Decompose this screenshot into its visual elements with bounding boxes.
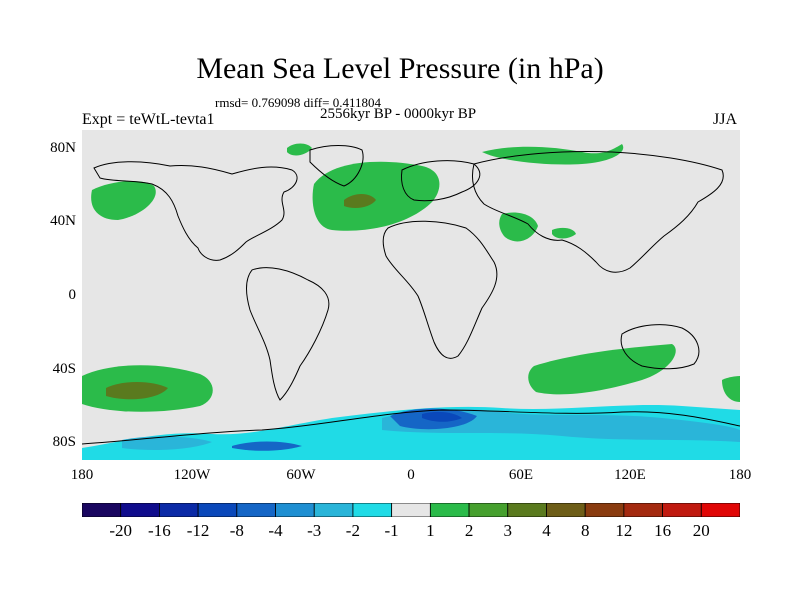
lat-label-80n: 80N bbox=[50, 140, 76, 156]
lon-label-120e: 120E bbox=[614, 467, 646, 483]
colorbar-label: 2 bbox=[464, 521, 474, 540]
stats-subtitle: rmsd= 0.769098 diff= 0.411804 bbox=[215, 95, 381, 110]
coastlines bbox=[82, 145, 740, 445]
colorbar-label: -1 bbox=[384, 521, 399, 540]
colorbar-label: 12 bbox=[615, 521, 633, 540]
colorbar-label: 3 bbox=[503, 521, 513, 540]
experiment-label: Expt = teWtL-tevta1 bbox=[82, 111, 215, 128]
colorbar-label: -12 bbox=[186, 521, 210, 540]
lat-label-40n: 40N bbox=[50, 213, 76, 229]
colorbar-cell bbox=[662, 503, 702, 517]
field-arctic-green bbox=[287, 143, 312, 156]
colorbar-cell bbox=[429, 503, 470, 517]
colorbar-label: -16 bbox=[148, 521, 171, 540]
lat-label-80s: 80S bbox=[52, 434, 76, 450]
colorbar-label: 16 bbox=[654, 521, 672, 540]
colorbar-cell bbox=[391, 503, 431, 517]
coast-greenland bbox=[309, 145, 364, 187]
lat-label-40s: 40S bbox=[52, 361, 76, 377]
colorbar-label: 20 bbox=[692, 521, 710, 540]
field-south-pacific-olive bbox=[106, 382, 168, 400]
field-arabia-green bbox=[499, 212, 538, 242]
pressure-anomaly-fields bbox=[82, 143, 740, 460]
colorbar-cell bbox=[159, 503, 199, 517]
field-amundsen-lightblue bbox=[122, 436, 212, 450]
colorbar-cell bbox=[546, 503, 586, 517]
colorbar bbox=[82, 503, 740, 517]
lon-label-60w: 60W bbox=[286, 467, 316, 483]
coast-south-america bbox=[246, 267, 330, 401]
colorbar-label: -8 bbox=[229, 521, 244, 540]
lon-label-0: 0 bbox=[407, 467, 415, 483]
field-north-atlantic-green bbox=[312, 161, 440, 231]
colorbar-label: 1 bbox=[426, 521, 435, 540]
field-asia-green bbox=[552, 227, 576, 239]
world-map bbox=[82, 130, 740, 460]
colorbar-cell bbox=[623, 503, 663, 517]
coast-australia bbox=[620, 324, 700, 370]
field-north-pacific-green bbox=[91, 181, 156, 220]
colorbar-cell bbox=[313, 503, 354, 517]
field-north-atlantic-olive bbox=[344, 194, 376, 208]
lon-label-120w: 120W bbox=[173, 467, 211, 483]
colorbar-label: -3 bbox=[307, 521, 322, 540]
lon-label-60e: 60E bbox=[508, 467, 534, 483]
lon-label-180e: 180 bbox=[728, 467, 752, 483]
lon-label-180w: 180 bbox=[70, 467, 94, 483]
coast-europe bbox=[401, 160, 481, 202]
colorbar-cell bbox=[468, 503, 509, 517]
colorbar-label: 8 bbox=[580, 521, 590, 540]
colorbar-label: -4 bbox=[268, 521, 283, 540]
coast-africa bbox=[382, 220, 498, 359]
colorbar-cell bbox=[236, 503, 276, 517]
coast-north-america bbox=[93, 161, 298, 261]
field-ross-midblue bbox=[232, 441, 302, 451]
field-south-atlantic-green bbox=[722, 376, 740, 402]
colorbar-label: 4 bbox=[542, 521, 551, 540]
colorbar-cell bbox=[352, 503, 393, 517]
colorbar-label: -20 bbox=[109, 521, 133, 540]
page-title: Mean Sea Level Pressure (in hPa) bbox=[196, 52, 604, 85]
colorbar-cell bbox=[584, 503, 625, 517]
colorbar-label: -2 bbox=[345, 521, 360, 540]
colorbar-cell bbox=[275, 503, 315, 517]
coast-antarctica bbox=[82, 409, 740, 445]
colorbar-cell bbox=[197, 503, 238, 517]
coast-asia bbox=[471, 151, 724, 273]
field-siberia-green bbox=[482, 144, 624, 165]
season-label: JJA bbox=[713, 111, 738, 128]
colorbar-cell bbox=[120, 503, 160, 517]
lat-label-0: 0 bbox=[68, 287, 77, 303]
field-weddell-darkblue bbox=[422, 411, 462, 422]
colorbar-cell bbox=[507, 503, 547, 517]
period-subtitle: 2556kyr BP - 0000kyr BP bbox=[320, 106, 477, 122]
colorbar-cell bbox=[82, 503, 122, 517]
field-south-indian-green bbox=[528, 344, 676, 395]
colorbar-cell bbox=[700, 503, 740, 517]
